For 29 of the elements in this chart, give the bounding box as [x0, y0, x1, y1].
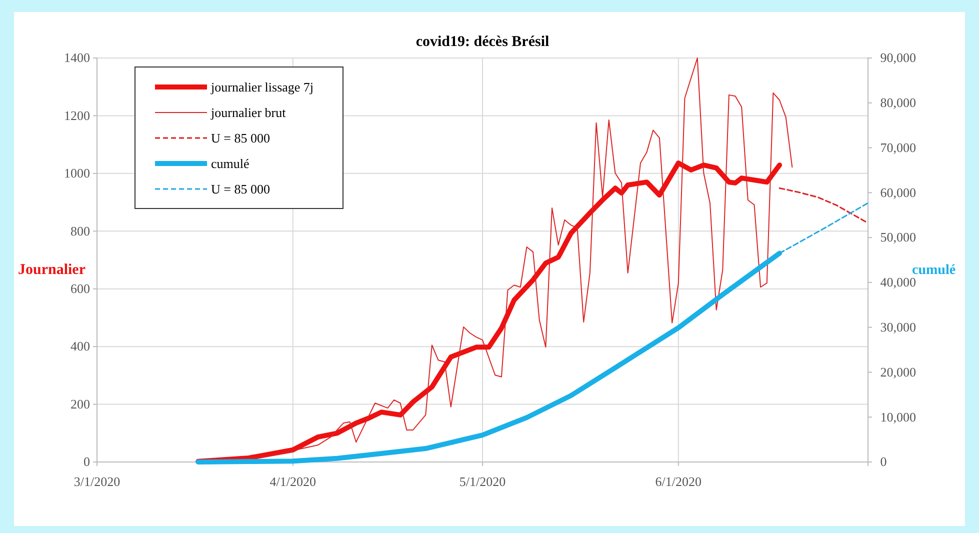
legend-label: journalier brut: [210, 105, 286, 120]
x-tick-label: 3/1/2020: [74, 474, 120, 489]
y-tick-label: 1000: [64, 166, 90, 181]
legend-label: cumulé: [211, 156, 250, 171]
y-tick-label: 800: [70, 223, 90, 238]
y2-tick-label: 10,000: [880, 409, 916, 424]
y2-tick-label: 80,000: [880, 95, 916, 110]
y-tick-label: 0: [84, 454, 90, 470]
y2-tick-label: 0: [880, 454, 887, 470]
y-tick-label: 1400: [64, 50, 90, 66]
legend-label: U = 85 000: [211, 182, 270, 196]
y-axis-title: Journalier: [18, 262, 86, 278]
y2-tick-label: 50,000: [880, 230, 916, 245]
y-tick-label: 600: [70, 281, 90, 296]
legend-label: journalier lissage 7j: [210, 80, 314, 94]
x-tick-label: 5/1/2020: [459, 474, 506, 489]
legend-label: U = 85 000: [211, 130, 270, 146]
y2-tick-label: 60,000: [880, 184, 916, 200]
y-tick-label: 200: [70, 396, 90, 412]
x-tick-label: 6/1/2020: [655, 474, 702, 489]
y2-tick-label: 70,000: [880, 140, 916, 155]
y-tick-label: 1200: [64, 108, 90, 123]
y2-tick-label: 20,000: [880, 364, 916, 380]
chart-title: covid19: décès Brésil: [416, 34, 550, 50]
line-series: [778, 187, 869, 224]
y2-tick-label: 30,000: [880, 319, 916, 334]
y-tick-label: 400: [70, 338, 90, 354]
y2-tick-label: 90,000: [880, 50, 916, 66]
x-tick-label: 4/1/2020: [270, 474, 316, 489]
